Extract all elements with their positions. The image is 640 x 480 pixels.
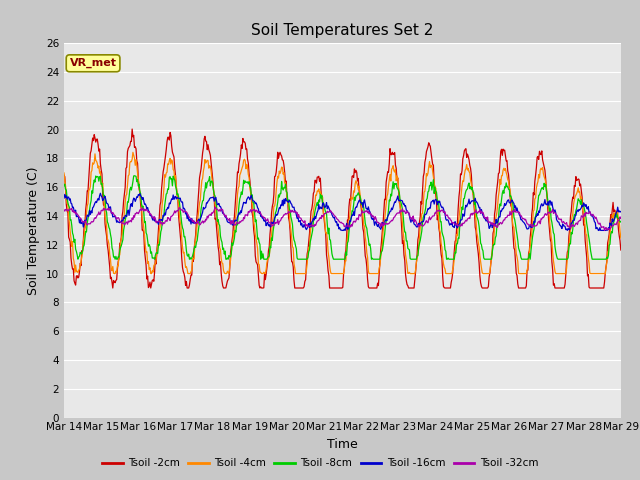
- Text: VR_met: VR_met: [70, 58, 116, 69]
- Legend: Tsoil -2cm, Tsoil -4cm, Tsoil -8cm, Tsoil -16cm, Tsoil -32cm: Tsoil -2cm, Tsoil -4cm, Tsoil -8cm, Tsoi…: [98, 454, 542, 472]
- X-axis label: Time: Time: [327, 438, 358, 451]
- Title: Soil Temperatures Set 2: Soil Temperatures Set 2: [252, 23, 433, 38]
- Y-axis label: Soil Temperature (C): Soil Temperature (C): [28, 166, 40, 295]
